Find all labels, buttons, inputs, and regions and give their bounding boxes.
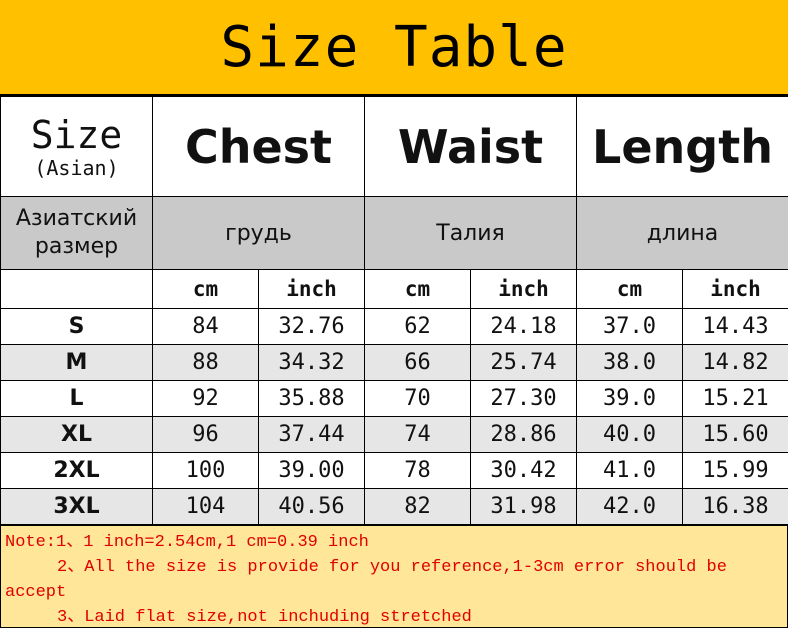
note-line: Note:1、1 inch=2.54cm,1 cm=0.39 inch <box>5 530 783 555</box>
note-line: 2、All the size is provide for you refere… <box>5 555 783 605</box>
value-cell: 78 <box>365 453 471 489</box>
value-cell: 32.76 <box>259 309 365 345</box>
size-cell: XL <box>1 417 153 453</box>
value-cell: 92 <box>153 381 259 417</box>
russian-chest-header: грудь <box>153 197 365 270</box>
value-cell: 39.00 <box>259 453 365 489</box>
size-table: Size(Asian) Chest Waist Length Азиатский… <box>0 96 788 525</box>
chest-header: Chest <box>153 97 365 197</box>
russian-waist-header: Талия <box>365 197 577 270</box>
value-cell: 39.0 <box>577 381 683 417</box>
value-cell: 37.44 <box>259 417 365 453</box>
size-cell: L <box>1 381 153 417</box>
value-cell: 24.18 <box>471 309 577 345</box>
size-cell: 2XL <box>1 453 153 489</box>
value-cell: 30.42 <box>471 453 577 489</box>
value-cell: 25.74 <box>471 345 577 381</box>
russian-length-header: длина <box>577 197 788 270</box>
value-cell: 62 <box>365 309 471 345</box>
value-cell: 70 <box>365 381 471 417</box>
value-cell: 96 <box>153 417 259 453</box>
value-cell: 66 <box>365 345 471 381</box>
size-cell: 3XL <box>1 489 153 525</box>
value-cell: 34.32 <box>259 345 365 381</box>
value-cell: 15.21 <box>683 381 788 417</box>
page-title: Size Table <box>220 15 567 80</box>
value-cell: 84 <box>153 309 259 345</box>
length-header: Length <box>577 97 788 197</box>
size-cell: S <box>1 309 153 345</box>
unit-cell: inch <box>259 270 365 309</box>
header-row: Size(Asian) Chest Waist Length <box>1 97 788 197</box>
value-cell: 35.88 <box>259 381 365 417</box>
value-cell: 88 <box>153 345 259 381</box>
value-cell: 14.82 <box>683 345 788 381</box>
value-cell: 38.0 <box>577 345 683 381</box>
value-cell: 14.43 <box>683 309 788 345</box>
value-cell: 40.0 <box>577 417 683 453</box>
size-cell: M <box>1 345 153 381</box>
value-cell: 100 <box>153 453 259 489</box>
value-cell: 31.98 <box>471 489 577 525</box>
value-cell: 15.99 <box>683 453 788 489</box>
value-cell: 15.60 <box>683 417 788 453</box>
note-line: 3、Laid flat size,not inchuding stretched <box>5 605 783 630</box>
value-cell: 16.38 <box>683 489 788 525</box>
value-cell: 104 <box>153 489 259 525</box>
unit-cell: cm <box>153 270 259 309</box>
value-cell: 82 <box>365 489 471 525</box>
unit-cell: inch <box>471 270 577 309</box>
value-cell: 74 <box>365 417 471 453</box>
units-row: cm inch cm inch cm inch <box>1 270 788 309</box>
waist-header: Waist <box>365 97 577 197</box>
unit-cell: cm <box>365 270 471 309</box>
notes-box: Note:1、1 inch=2.54cm,1 cm=0.39 inch 2、Al… <box>0 525 788 628</box>
title-banner: Size Table <box>0 0 788 96</box>
russian-header-row: Азиатский размер грудь Талия длина <box>1 197 788 270</box>
russian-size-header: Азиатский размер <box>1 197 153 270</box>
value-cell: 42.0 <box>577 489 683 525</box>
value-cell: 37.0 <box>577 309 683 345</box>
unit-cell: cm <box>577 270 683 309</box>
empty-cell <box>1 270 153 309</box>
value-cell: 41.0 <box>577 453 683 489</box>
unit-cell: inch <box>683 270 788 309</box>
value-cell: 40.56 <box>259 489 365 525</box>
value-cell: 28.86 <box>471 417 577 453</box>
value-cell: 27.30 <box>471 381 577 417</box>
size-header: Size(Asian) <box>1 97 153 197</box>
